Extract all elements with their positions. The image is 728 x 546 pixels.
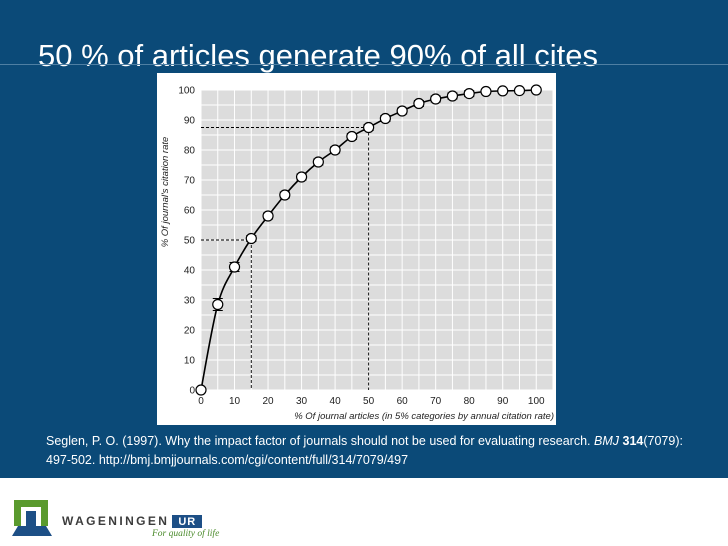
data-point: [363, 121, 375, 134]
citation-chart: 0 10 20 30 40 50 60 70 80 90 100 0 10 20 30 40 50 60 70 80…: [157, 73, 556, 425]
x-tick-label: 0: [198, 396, 204, 407]
title-divider: [0, 64, 728, 65]
data-point: [480, 85, 492, 98]
citation-reference: Seglen, P. O. (1997). Why the impact fac…: [46, 434, 591, 448]
wageningen-logo-icon: [12, 500, 52, 536]
citation-issue-pages: (7079): 497-502. http://bmj.bmjjournals.…: [46, 434, 683, 467]
x-tick-label: 50: [363, 396, 375, 407]
brand-tagline: For quality of life: [152, 529, 220, 539]
data-point: [446, 90, 459, 102]
x-tick-label: 40: [330, 396, 342, 407]
x-tick-label: 10: [229, 396, 241, 407]
y-tick-label: 30: [184, 296, 196, 307]
x-tick-label: 80: [464, 396, 476, 407]
x-tick-labels: 0 10 20 30 40 50 60 70 80 90 100: [198, 396, 545, 407]
y-tick-labels: 0 10 20 30 40 50 60 70 80 90 100: [178, 86, 195, 397]
x-tick-label: 60: [397, 396, 409, 407]
data-point: [245, 232, 257, 245]
brand-name: WAGENINGEN: [62, 514, 170, 528]
y-tick-label: 10: [184, 356, 196, 367]
x-tick-label: 20: [262, 396, 274, 407]
footer: WAGENINGEN UR For quality of life: [0, 478, 728, 546]
brand-wordmark: WAGENINGEN UR: [62, 514, 203, 528]
y-tick-label: 100: [178, 86, 195, 97]
data-point: [195, 384, 207, 396]
data-point: [497, 85, 509, 97]
y-tick-label: 90: [184, 116, 196, 127]
x-tick-label: 70: [430, 396, 442, 407]
x-tick-label: 100: [528, 396, 545, 407]
y-tick-label: 20: [184, 326, 196, 337]
data-point: [279, 189, 291, 201]
y-axis-label: % Of journal's citation rate: [160, 137, 171, 248]
x-tick-label: 90: [497, 396, 509, 407]
y-tick-label: 80: [184, 146, 196, 157]
y-tick-label: 0: [189, 386, 195, 397]
citation-text: Seglen, P. O. (1997). Why the impact fac…: [46, 432, 686, 470]
data-point: [346, 130, 358, 143]
data-point: [413, 97, 425, 110]
data-point: [430, 93, 442, 105]
data-point: [329, 144, 341, 156]
x-tick-label: 30: [296, 396, 308, 407]
data-point: [228, 261, 241, 273]
data-point: [396, 105, 408, 117]
slide-title: 50 % of articles generate 90% of all cit…: [38, 38, 599, 73]
data-point: [379, 112, 391, 125]
data-point: [312, 156, 324, 168]
y-tick-label: 70: [184, 176, 196, 187]
y-tick-label: 40: [184, 266, 196, 277]
y-tick-label: 50: [184, 236, 196, 247]
citation-volume: 314: [622, 434, 644, 448]
data-point: [295, 171, 308, 183]
reference-lines: [201, 127, 370, 390]
data-point: [530, 84, 542, 96]
data-point: [212, 298, 224, 311]
data-points: [195, 84, 542, 396]
data-point: [513, 85, 526, 97]
data-point: [262, 210, 274, 222]
y-tick-label: 60: [184, 206, 196, 217]
brand-ur-badge: UR: [172, 514, 203, 528]
data-point: [463, 88, 475, 100]
citation-journal: BMJ: [594, 434, 620, 448]
chart-canvas: 0 10 20 30 40 50 60 70 80 90 100 0 10 20 30 40 50 60 70 80…: [160, 84, 554, 422]
x-axis-label: % Of journal articles (in 5% categories …: [294, 411, 554, 422]
